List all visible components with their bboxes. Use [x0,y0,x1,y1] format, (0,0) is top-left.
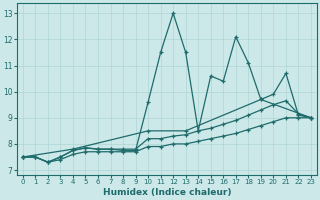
X-axis label: Humidex (Indice chaleur): Humidex (Indice chaleur) [103,188,231,197]
